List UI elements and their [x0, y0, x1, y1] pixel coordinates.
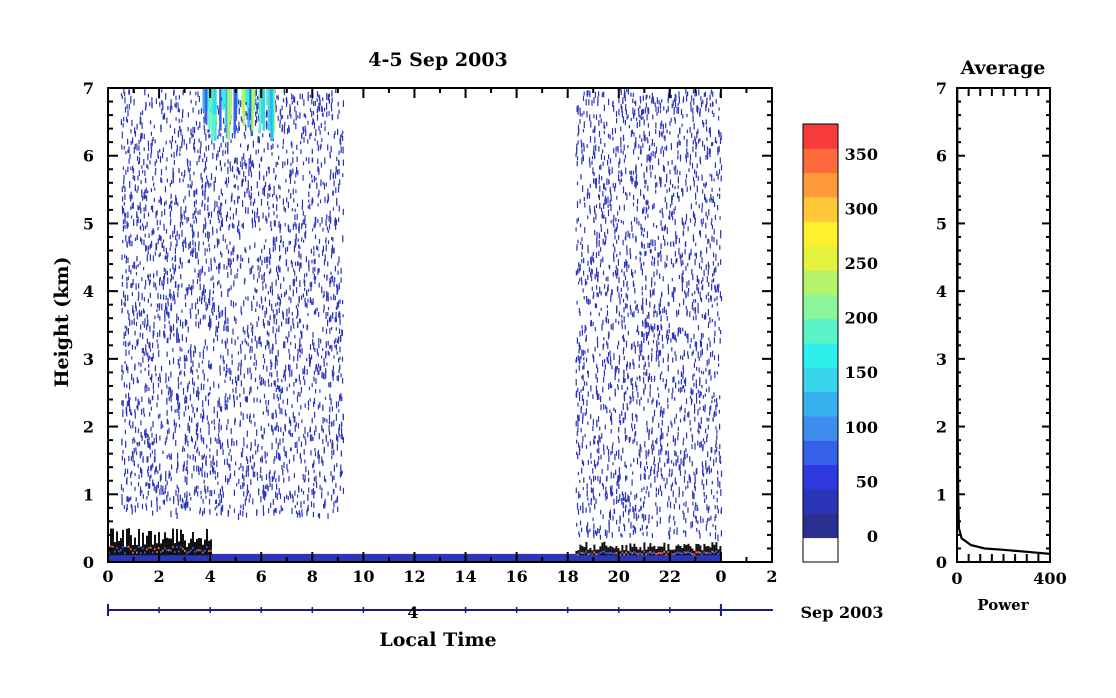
y-tick-label: 2 [83, 418, 94, 437]
colorbar-tick-label: 0 [867, 527, 878, 546]
colorbar-tick-label: 250 [845, 254, 878, 273]
colorbar-segment [803, 367, 838, 393]
colorbar-tick-label: 150 [845, 363, 878, 382]
x-tick-label: 12 [403, 567, 425, 586]
x-tick-label: 16 [505, 567, 527, 586]
date-month-label: Sep 2003 [800, 603, 883, 622]
heatmap-plot-area [108, 88, 723, 562]
average-y-tick-label: 7 [936, 79, 947, 98]
y-tick-label: 3 [83, 350, 94, 369]
colorbar-segment [803, 464, 838, 490]
colorbar-frame [802, 123, 839, 563]
average-y-tick-label: 4 [936, 282, 947, 301]
colorbar-segment [803, 124, 838, 149]
average-profile-panel: 0 1 2 3 4 5 6 7 0 400 [936, 79, 1067, 588]
heatmap-region [202, 88, 276, 142]
colorbar-segment [803, 197, 838, 222]
colorbar-segment [803, 294, 838, 320]
x-tick-label: 6 [256, 567, 267, 586]
y-tick-label: 4 [83, 282, 94, 301]
colorbar-segment [803, 318, 838, 344]
colorbar-segment [803, 440, 838, 466]
x-tick-label: 10 [352, 567, 374, 586]
x-tick-label: 4 [205, 567, 216, 586]
y-tick-label: 7 [83, 79, 94, 98]
average-x-tick-label: 0 [951, 569, 962, 588]
average-y-tick-label: 1 [936, 485, 947, 504]
x-tick-label: 2 [154, 567, 165, 586]
x-tick-label: 22 [659, 567, 681, 586]
colorbar-tick-label: 200 [845, 309, 878, 328]
average-y-tick-label: 2 [936, 418, 947, 437]
colorbar-segment [803, 513, 838, 539]
chart-title: 4-5 Sep 2003 [368, 49, 508, 71]
average-y-tick-label: 0 [936, 553, 947, 572]
heatmap-region [120, 88, 344, 520]
colorbar-segment [803, 172, 838, 198]
x-tick-label: 0 [715, 567, 726, 586]
x-tick-label: 14 [454, 567, 476, 586]
x-tick-label: 20 [608, 567, 630, 586]
average-x-tick-label: 400 [1033, 569, 1066, 588]
colorbar-segment [803, 537, 838, 563]
x-axis-label: Local Time [379, 629, 496, 651]
colorbar-segment [803, 270, 838, 295]
colorbar-tick-label: 100 [845, 418, 878, 437]
average-y-tick-label: 3 [936, 350, 947, 369]
colorbar-segment [803, 416, 838, 441]
y-tick-label: 6 [83, 147, 94, 166]
colorbar-tick-label: 50 [856, 472, 878, 491]
colorbar-tick-label: 350 [845, 145, 878, 164]
x-tick-label: 0 [102, 567, 113, 586]
colorbar-segment [803, 221, 838, 247]
y-tick-label: 5 [83, 214, 94, 233]
average-y-tick-label: 6 [936, 147, 947, 166]
heatmap-region [575, 88, 723, 542]
colorbar: 0 50 100 150 200 250 300 350 [802, 123, 878, 563]
average-plot-frame [956, 87, 1051, 563]
average-y-tick-label: 5 [936, 214, 947, 233]
y-tick-label: 0 [83, 553, 94, 572]
date-day-label: 4 [407, 603, 418, 622]
y-tick-label: 1 [83, 485, 94, 504]
colorbar-segment [803, 148, 838, 174]
colorbar-segment [803, 391, 838, 417]
average-panel-title: Average [960, 57, 1046, 79]
x-tick-label: 2 [766, 567, 777, 586]
x-tick-label: 8 [307, 567, 318, 586]
heatmap-region [108, 528, 212, 556]
date-axis [107, 604, 773, 616]
average-profile-line [956, 88, 1051, 555]
average-x-axis-label: Power [977, 596, 1029, 614]
colorbar-segment [803, 489, 838, 514]
x-tick-label: 18 [557, 567, 579, 586]
y-axis-label: Height (km) [51, 257, 73, 388]
heatmap-region [575, 541, 722, 556]
colorbar-tick-label: 300 [845, 199, 878, 218]
colorbar-segment [803, 343, 838, 368]
colorbar-segment [803, 245, 838, 271]
